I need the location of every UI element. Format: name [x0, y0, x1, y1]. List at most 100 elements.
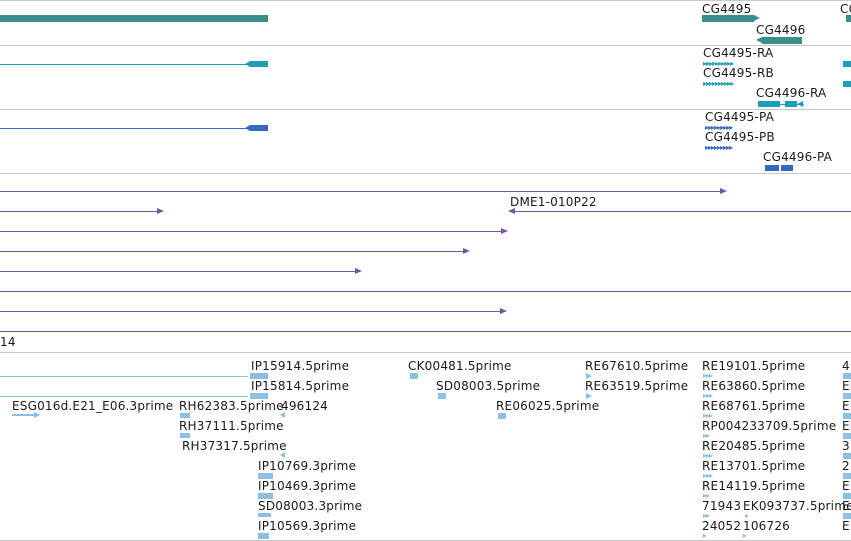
est-feature[interactable] [180, 433, 190, 438]
est-label[interactable]: SD08003.5prime [436, 379, 541, 393]
est-label[interactable]: RE63519.5prime [585, 379, 689, 393]
clone-feature[interactable] [0, 251, 464, 252]
est-feature[interactable]: ▸▸ [703, 491, 710, 500]
est-feature[interactable] [12, 414, 34, 416]
est-feature[interactable]: ▸▸ [703, 431, 710, 440]
protein-label[interactable]: CG4495-PB [705, 130, 775, 144]
gene-feature-cg4496[interactable] [762, 37, 802, 44]
est-label[interactable]: EK093737.5prime [743, 499, 851, 513]
clone-label[interactable]: DME1-010P22 [510, 195, 597, 209]
transcript-feature[interactable] [843, 61, 851, 67]
est-label[interactable]: E [842, 479, 850, 493]
est-label[interactable]: 2 [842, 459, 850, 473]
gene-feature[interactable] [846, 15, 851, 22]
est-feature[interactable] [843, 433, 851, 439]
est-feature[interactable] [438, 393, 446, 399]
transcript-feature[interactable] [758, 101, 780, 107]
est-label[interactable]: RE06025.5prime [496, 399, 600, 413]
est-label[interactable]: RH62383.5prime [179, 399, 284, 413]
est-feature[interactable] [843, 413, 851, 419]
est-label[interactable]: IP10469.3prime [258, 479, 357, 493]
est-feature[interactable] [843, 493, 851, 499]
est-feature[interactable]: ▸▸ [703, 511, 710, 520]
est-label[interactable]: IP15814.5prime [251, 379, 350, 393]
clone-feature[interactable] [0, 191, 720, 192]
clone-feature[interactable] [0, 211, 158, 212]
est-label[interactable]: E [842, 519, 850, 533]
est-feature[interactable] [258, 513, 271, 517]
est-label[interactable]: CK00481.5prime [408, 359, 512, 373]
est-label[interactable]: RE13701.5prime [702, 459, 806, 473]
est-label[interactable]: RE63860.5prime [702, 379, 806, 393]
clone-feature[interactable] [0, 231, 502, 232]
est-label[interactable]: SD08003.3prime [258, 499, 363, 513]
gene-label[interactable]: CG4495 [702, 2, 752, 16]
transcript-feature[interactable] [843, 81, 851, 87]
protein-feature[interactable]: ▸▸▸▸▸▸▸▸▸ [705, 143, 733, 152]
est-label[interactable]: 3 [842, 439, 850, 453]
est-feature[interactable]: ▸ [743, 531, 747, 540]
transcript-exon[interactable] [250, 61, 268, 67]
gene-label[interactable]: CG4496 [756, 23, 806, 37]
est-label[interactable]: RE20485.5prime [702, 439, 806, 453]
est-label[interactable]: IP15914.5prime [251, 359, 350, 373]
est-feature[interactable] [258, 493, 273, 499]
est-feature[interactable] [843, 453, 851, 459]
est-label[interactable]: RH37111.5prime [179, 419, 284, 433]
est-label[interactable]: El [842, 419, 851, 433]
transcript-label[interactable]: CG4496-RA [756, 86, 827, 100]
est-feature[interactable]: ▸▸▸ [703, 391, 713, 400]
transcript-label[interactable]: CG4495-RA [703, 46, 774, 60]
est-feature[interactable] [180, 413, 190, 418]
clone-feature[interactable] [0, 311, 501, 312]
est-feature[interactable]: ▸ [745, 511, 749, 520]
protein-feature[interactable]: ▸▸▸▸▸▸▸▸▸ [705, 123, 733, 132]
clone-feature[interactable] [0, 291, 851, 292]
est-label[interactable]: 106726 [743, 519, 791, 533]
est-feature[interactable] [258, 533, 269, 539]
clone-feature[interactable] [0, 271, 356, 272]
transcript-label[interactable]: CG4495-RB [703, 66, 774, 80]
est-feature[interactable]: ▸▸▸ [703, 471, 713, 480]
transcript-feature[interactable]: ▸▸▸▸▸▸▸▸▸▸ [703, 79, 734, 88]
est-feature[interactable]: ▸ [703, 531, 707, 540]
clone-feature[interactable] [514, 211, 851, 212]
est-label[interactable]: IP10769.3prime [258, 459, 357, 473]
clone-feature[interactable] [0, 331, 851, 332]
est-feature[interactable] [250, 393, 268, 399]
est-label[interactable]: RH37317.5prime [182, 439, 287, 453]
protein-exon[interactable] [250, 125, 268, 131]
est-feature[interactable] [250, 373, 268, 379]
est-feature[interactable] [843, 513, 851, 519]
est-feature[interactable] [498, 413, 506, 419]
est-label[interactable]: 71943 [702, 499, 742, 513]
est-label[interactable]: IP10569.3prime [258, 519, 357, 533]
est-feature[interactable]: ▸▸▸ [703, 451, 713, 460]
est-label[interactable]: RE19101.5prime [702, 359, 806, 373]
est-label[interactable]: RE14119.5prime [702, 479, 806, 493]
est-label[interactable]: 496124 [281, 399, 329, 413]
gene-label[interactable]: CG [840, 2, 851, 16]
est-feature[interactable] [843, 373, 851, 379]
protein-label[interactable]: CG4496-PA [763, 150, 833, 164]
est-feature[interactable] [410, 373, 418, 379]
est-label[interactable]: ESG016d.E21_E06.3prime [12, 399, 174, 413]
est-label[interactable]: RE67610.5prime [585, 359, 689, 373]
est-label[interactable]: 4 [842, 359, 850, 373]
est-feature[interactable] [258, 473, 273, 479]
est-feature[interactable]: ▸▸▸ [703, 411, 713, 420]
protein-label[interactable]: CG4495-PA [705, 110, 775, 124]
gene-feature[interactable] [0, 15, 268, 22]
gene-feature-cg4495[interactable] [702, 15, 754, 22]
est-label[interactable]: RP004233709.5prime [702, 419, 837, 433]
est-feature[interactable]: ▸▸▸ [703, 371, 713, 380]
protein-feature[interactable] [765, 165, 779, 171]
clone-label[interactable]: 14 [0, 335, 16, 349]
protein-feature[interactable] [781, 165, 793, 171]
est-label[interactable]: 24052 [702, 519, 742, 533]
est-label[interactable]: El [842, 399, 851, 413]
est-label[interactable]: RE68761.5prime [702, 399, 806, 413]
est-feature[interactable] [843, 473, 851, 479]
est-feature[interactable] [843, 393, 851, 399]
est-label[interactable]: El [842, 379, 851, 393]
